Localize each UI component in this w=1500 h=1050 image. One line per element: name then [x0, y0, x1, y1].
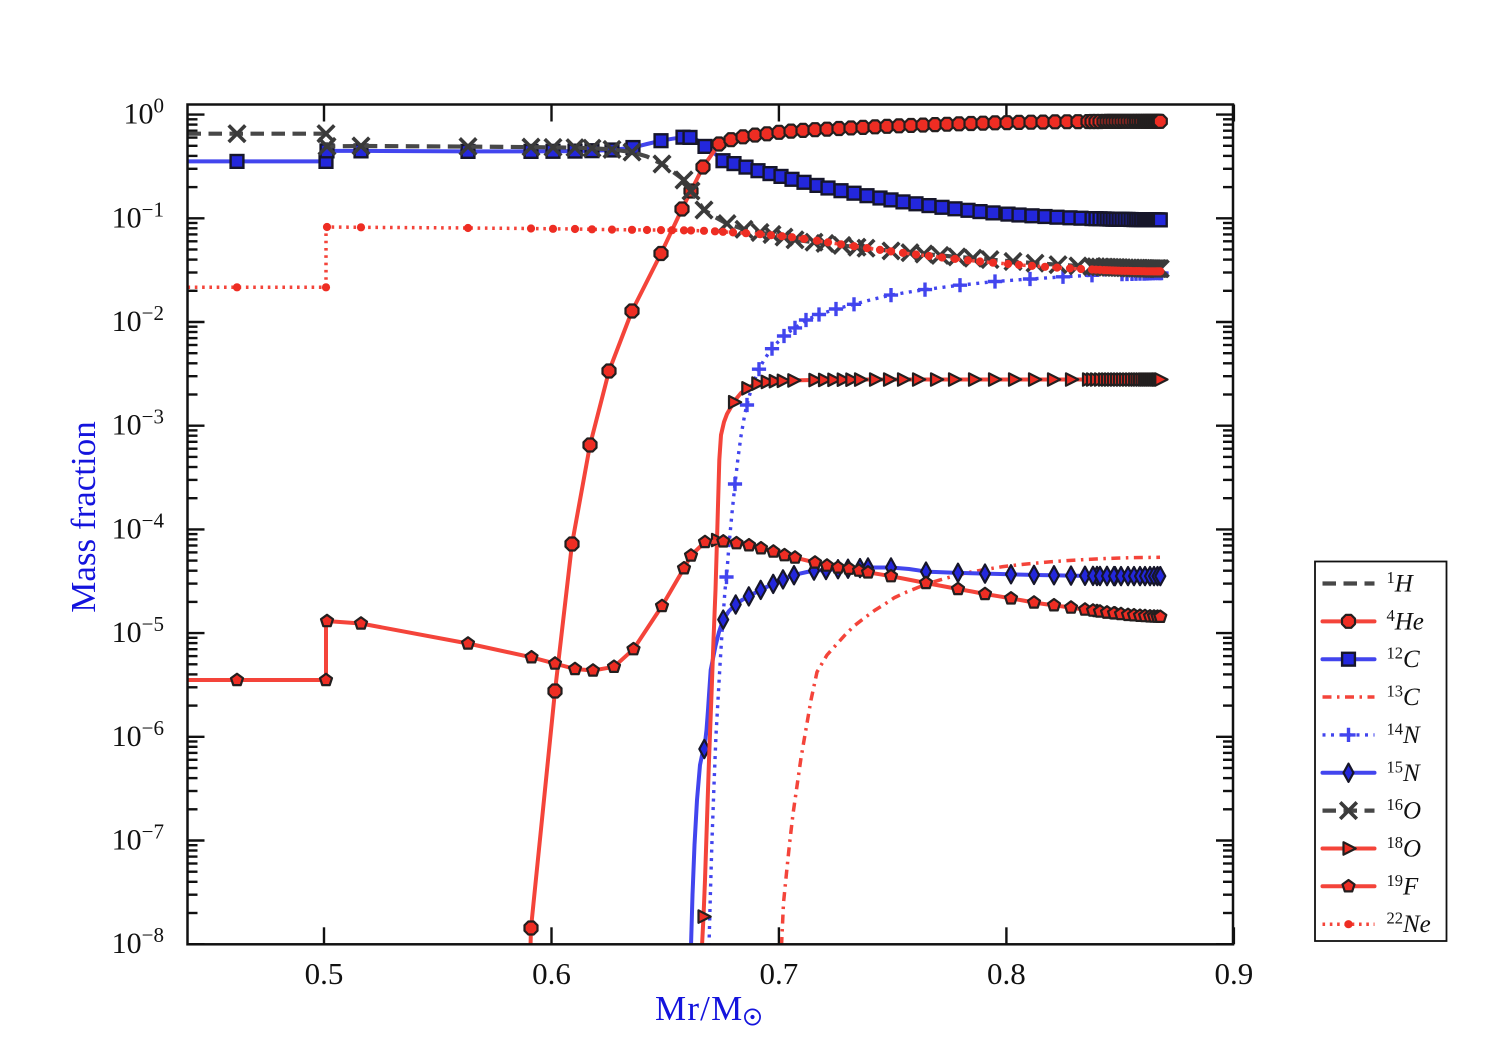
svg-text:10−4: 10−4 [112, 508, 165, 545]
svg-text:10−8: 10−8 [112, 923, 164, 960]
svg-text:10−7: 10−7 [112, 820, 164, 857]
svg-text:Mr/M: Mr/M [655, 989, 743, 1028]
svg-text:16O: 16O [1387, 795, 1422, 825]
svg-text:10−5: 10−5 [112, 612, 164, 649]
svg-text:1H: 1H [1387, 568, 1415, 598]
svg-text:10−1: 10−1 [112, 197, 164, 234]
svg-text:22Ne: 22Ne [1387, 909, 1431, 939]
svg-text:0.8: 0.8 [987, 956, 1026, 991]
svg-text:18O: 18O [1387, 833, 1422, 863]
svg-text:0.6: 0.6 [532, 956, 571, 991]
svg-text:12C: 12C [1387, 644, 1421, 674]
svg-text:0.7: 0.7 [760, 956, 799, 991]
svg-text:13C: 13C [1387, 682, 1421, 712]
svg-text:14N: 14N [1387, 719, 1422, 749]
svg-text:19F: 19F [1387, 871, 1420, 901]
svg-text:0.5: 0.5 [305, 956, 344, 991]
svg-text:10−6: 10−6 [112, 716, 164, 753]
svg-text:10−3: 10−3 [112, 405, 164, 442]
svg-text:Mass fraction: Mass fraction [64, 421, 103, 612]
svg-text:0.9: 0.9 [1215, 956, 1254, 991]
svg-text:15N: 15N [1387, 757, 1422, 787]
svg-text:10−2: 10−2 [112, 301, 164, 338]
svg-text:4He: 4He [1387, 606, 1424, 636]
svg-text:100: 100 [124, 94, 165, 131]
